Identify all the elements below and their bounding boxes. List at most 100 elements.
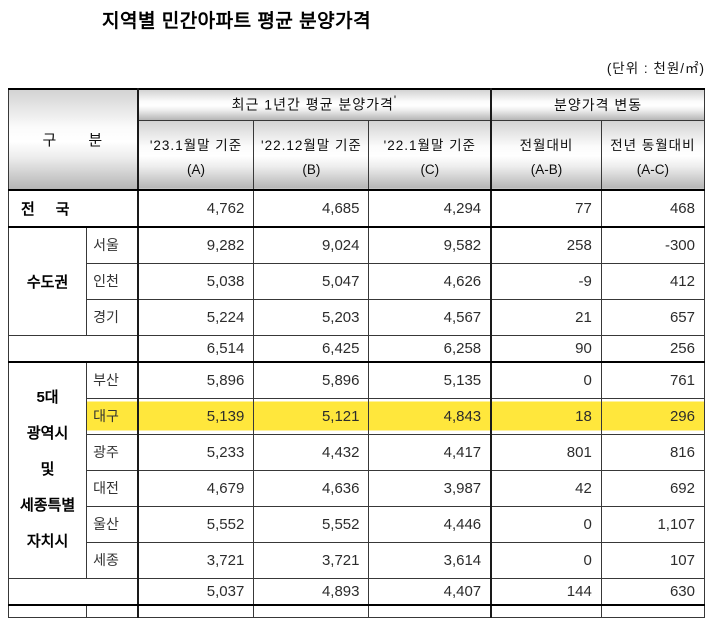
value-cell: 6,258 xyxy=(368,334,492,363)
header-group-row: 구 분 최근 1년간 평균 분양가격' 분양가격 변동 xyxy=(7,88,706,191)
value-cell: 9,282 xyxy=(136,226,255,264)
value-cell: 0 xyxy=(490,505,602,543)
value-cell: 107 xyxy=(600,541,706,579)
row-gyeonggi: 경기 5,224 5,203 4,567 21 657 xyxy=(9,298,706,336)
value-cell: 4,417 xyxy=(368,433,492,471)
value-cell: 5,224 xyxy=(136,298,255,336)
value-cell: 5,121 xyxy=(253,397,370,435)
value-cell: 4,567 xyxy=(368,298,492,336)
city-label: 서울 xyxy=(86,226,139,264)
group-label-metro-line: 자치시 xyxy=(26,533,69,551)
col-header-b-line2: (B) xyxy=(302,162,321,178)
value-cell: 258 xyxy=(490,226,602,264)
col-header-c-line1: '22.1월말 기준 xyxy=(383,138,476,154)
value-cell: 761 xyxy=(600,361,706,399)
row-ulsan: 울산 5,552 5,552 4,446 0 1,107 xyxy=(9,505,706,543)
value-cell: 468 xyxy=(600,189,706,228)
value-cell: 18 xyxy=(490,397,602,435)
value-cell: 816 xyxy=(600,433,706,471)
col-header-yoy-line2: (A-C) xyxy=(636,162,670,178)
col-header-mom-line1: 전월대비 xyxy=(519,138,574,154)
value-cell: 5,896 xyxy=(253,361,370,399)
subtotal-row-metro: 5,037 4,893 4,407 144 630 xyxy=(7,577,706,606)
value-cell: 5,233 xyxy=(136,433,255,471)
partial-cell xyxy=(368,604,492,618)
row-national: 전 국 4,762 4,685 4,294 77 468 xyxy=(7,189,706,228)
group-label-metro-line: 광역시 xyxy=(26,425,69,443)
value-cell: 77 xyxy=(490,189,602,228)
value-cell: 4,762 xyxy=(136,189,255,228)
value-cell: 4,685 xyxy=(253,189,370,228)
value-cell: 3,614 xyxy=(368,541,492,579)
header-sub-row: '23.1월말 기준 (A) '22.12월말 기준 (B) '22.1월말 기… xyxy=(9,119,706,191)
city-label: 경기 xyxy=(86,298,139,336)
row-busan: 5대 광역시 및 세종특별 자치시 부산 5,896 5,896 5,135 0… xyxy=(7,361,706,579)
group-label-metro-line: 및 xyxy=(40,461,55,479)
footnote-marker: ' xyxy=(393,94,398,108)
group-label-metro: 5대 광역시 및 세종특별 자치시 xyxy=(7,361,88,579)
partial-row-clipped xyxy=(7,604,706,618)
value-cell: 4,626 xyxy=(368,262,492,300)
value-cell: 4,294 xyxy=(368,189,492,228)
value-cell: 42 xyxy=(490,469,602,507)
value-cell: 801 xyxy=(490,433,602,471)
col-header-mom-line2: (A-B) xyxy=(530,162,563,178)
value-cell: -300 xyxy=(600,226,706,264)
corner-header: 구 분 xyxy=(7,88,139,191)
value-cell: -9 xyxy=(490,262,602,300)
city-label: 인천 xyxy=(86,262,139,300)
unit-note: (단위 : 천원/㎡) xyxy=(606,61,705,76)
value-cell: 5,135 xyxy=(368,361,492,399)
value-cell: 1,107 xyxy=(600,505,706,543)
value-cell: 9,024 xyxy=(253,226,370,264)
value-cell: 4,843 xyxy=(368,397,492,435)
col-header-c: '22.1월말 기준 (C) xyxy=(368,119,492,191)
group-label-sudogwon: 수도권 xyxy=(7,226,88,336)
group1-header: 최근 1년간 평균 분양가격' xyxy=(136,88,492,121)
subtotal-label-empty xyxy=(7,577,139,606)
value-cell: 5,139 xyxy=(136,397,255,435)
subtotal-label-empty xyxy=(7,334,139,363)
col-header-c-line2: (C) xyxy=(420,162,440,178)
value-cell: 4,679 xyxy=(136,469,255,507)
value-cell: 3,987 xyxy=(368,469,492,507)
value-cell: 5,203 xyxy=(253,298,370,336)
value-cell: 5,552 xyxy=(253,505,370,543)
value-cell: 4,636 xyxy=(253,469,370,507)
group-label-metro-line: 세종특별 xyxy=(19,497,76,515)
city-label: 울산 xyxy=(86,505,139,543)
value-cell: 256 xyxy=(600,334,706,363)
value-cell: 0 xyxy=(490,361,602,399)
row-seoul: 수도권 서울 9,282 9,024 9,582 258 -300 xyxy=(7,226,706,336)
subtotal-row-sudogwon: 6,514 6,425 6,258 90 256 xyxy=(7,334,706,363)
city-label: 광주 xyxy=(86,433,139,471)
city-label: 대구 xyxy=(86,397,139,435)
partial-cell xyxy=(86,604,139,618)
partial-cell xyxy=(136,604,255,618)
partial-cell xyxy=(253,604,370,618)
col-header-b-line1: '22.12월말 기준 xyxy=(261,138,362,154)
col-header-a-line1: '23.1월말 기준 xyxy=(149,138,243,154)
partial-cell xyxy=(490,604,602,618)
partial-cell xyxy=(7,604,88,618)
col-header-yoy: 전년 동월대비 (A-C) xyxy=(600,119,706,191)
row-daejeon: 대전 4,679 4,636 3,987 42 692 xyxy=(9,469,706,507)
price-table: 구 분 최근 1년간 평균 분양가격' 분양가격 변동 '23.1월말 기준 (… xyxy=(7,88,706,618)
group1-header-text: 최근 1년간 평균 분양가격 xyxy=(231,97,394,114)
value-cell: 5,038 xyxy=(136,262,255,300)
value-cell: 0 xyxy=(490,541,602,579)
value-cell: 630 xyxy=(600,577,706,606)
row-sejong: 세종 3,721 3,721 3,614 0 107 xyxy=(9,541,706,579)
group-label-metro-line: 5대 xyxy=(36,389,59,407)
city-label: 대전 xyxy=(86,469,139,507)
city-label: 세종 xyxy=(86,541,139,579)
value-cell: 5,047 xyxy=(253,262,370,300)
page-title: 지역별 민간아파트 평균 분양가격 xyxy=(102,11,372,32)
col-header-a: '23.1월말 기준 (A) xyxy=(136,119,255,191)
value-cell: 4,407 xyxy=(368,577,492,606)
value-cell: 21 xyxy=(490,298,602,336)
value-cell: 412 xyxy=(600,262,706,300)
row-daegu-highlighted: 대구 5,139 5,121 4,843 18 296 xyxy=(9,397,706,435)
partial-cell xyxy=(600,604,706,618)
